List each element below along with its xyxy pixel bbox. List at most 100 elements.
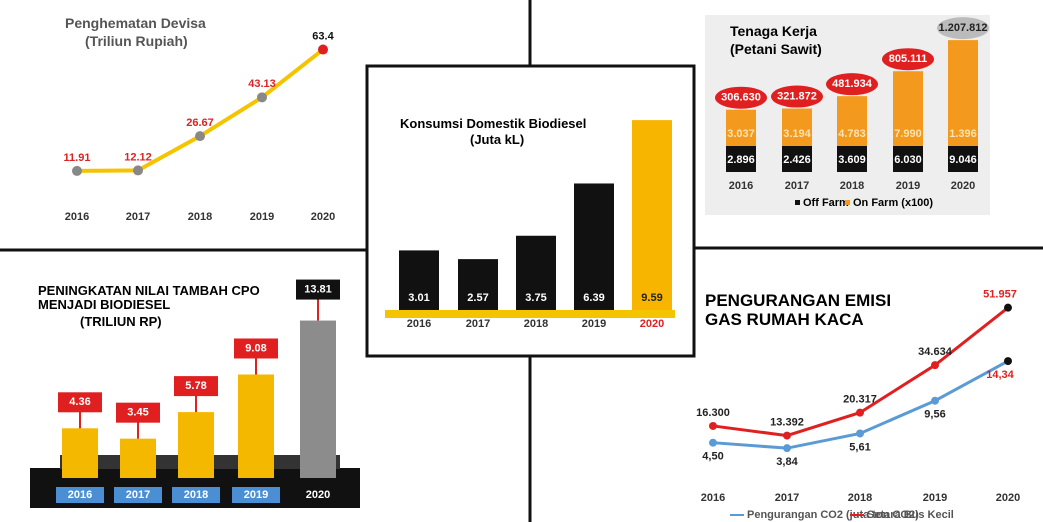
legend-swatch [845,200,850,205]
label-box [174,376,218,397]
x-tick-label: 2016 [407,318,431,330]
data-label: 2.57 [467,292,488,304]
data-label: 9.59 [641,292,662,304]
x-tick-label: 2018 [188,211,212,223]
point [931,396,939,405]
x-tick-label: 2017 [126,211,150,223]
segment-label: 7.990 [894,128,922,140]
point [257,92,267,103]
point [318,44,328,55]
legend-swatch [795,200,800,205]
bar [178,412,214,478]
legend-label: On Farm (x100) [853,197,933,209]
series-line [76,47,325,173]
point [856,408,864,417]
data-label: 9.08 [245,342,266,354]
x-tick-label: 2016 [729,180,753,192]
label-bubble [826,73,878,96]
x-tick-label: 2016 [65,211,89,223]
data-label: 321.872 [777,90,817,102]
bar-segment [893,146,923,172]
bar [120,438,156,478]
x-tick-label: 2017 [466,318,490,330]
segment-label: 2.426 [783,154,811,166]
point [709,421,717,430]
data-label: 11.91 [64,152,91,164]
x-tick-label: 2017 [126,489,150,501]
baseline-strip [385,310,675,318]
x-tick-label: 2020 [640,318,664,330]
segment-label: 2.896 [727,154,755,166]
label-bubble [937,17,989,40]
x-tick-label: 2020 [996,492,1020,504]
x-tick-label: 2018 [184,489,208,501]
chart-subtitle: (Triliun Rupiah) [85,33,188,49]
data-label: 3,84 [776,456,798,468]
chart-title: PENGURANGAN EMISI GAS RUMAH KACA [705,291,892,329]
label-bubble [715,86,767,109]
legend-label: Pengurangan CO2 (juta ton CO2) [747,509,919,521]
segment-label: 3.194 [783,128,811,140]
point [72,165,82,176]
data-label: 43.13 [248,78,276,90]
data-label: 6.39 [583,292,604,304]
chart-title: PENINGKATAN NILAI TAMBAH CPO MENJADI BIO… [38,283,260,313]
x-tick-label: 2016 [701,492,725,504]
x-tick-label: 2019 [250,211,274,223]
bar [62,428,98,478]
bar-segment [837,146,867,172]
x-tick-label: 2019 [896,180,920,192]
data-label: 3.75 [525,292,546,304]
x-tick-label: 2017 [775,492,799,504]
data-label: 26.67 [186,117,214,129]
x-tick-label: 2019 [244,489,268,501]
category-box [294,487,342,503]
data-label: 13.392 [770,416,804,428]
point [931,361,939,370]
label-bubble [882,48,934,71]
x-tick-label: 2020 [311,211,335,223]
data-label: 481.934 [832,78,873,90]
x-tick-label: 2019 [582,318,606,330]
data-label: 20.317 [843,394,877,406]
data-label: 3.01 [408,292,429,304]
point [1004,303,1012,312]
category-box [232,487,280,503]
point [856,429,864,438]
data-label: 16.300 [696,407,730,419]
point [709,438,717,447]
segment-label: 6.030 [894,154,922,166]
bar [458,259,498,310]
data-label: 13.81 [304,283,332,295]
point [1004,357,1012,366]
label-box [234,338,278,359]
x-tick-label: 2018 [848,492,872,504]
point [783,444,791,453]
x-tick-label: 2018 [840,180,864,192]
data-label: 4,50 [702,451,723,463]
data-label: 3.45 [127,407,148,419]
bar [238,374,274,478]
data-label: 5,61 [849,441,870,453]
bar [574,183,614,310]
label-bubble [771,85,823,108]
data-label: 5.78 [185,380,206,392]
x-tick-label: 2020 [306,489,330,501]
data-label: 14,34 [986,369,1014,381]
data-label: 9,56 [924,409,945,421]
category-box [56,487,104,503]
segment-label: 9.046 [949,154,977,166]
point [195,131,205,142]
data-label: 306.630 [721,92,761,104]
chart-title: Penghematan Devisa [65,15,206,31]
category-box [172,487,220,503]
data-label: 1.207.812 [939,22,988,34]
x-tick-label: 2016 [68,489,92,501]
bar-segment [726,146,756,172]
legend-label: Setara Bus Kecil [867,509,954,521]
bar [399,250,439,310]
data-label: 51.957 [983,289,1017,301]
segment-label: 1.396 [949,128,977,140]
data-label: 63.4 [312,30,334,42]
